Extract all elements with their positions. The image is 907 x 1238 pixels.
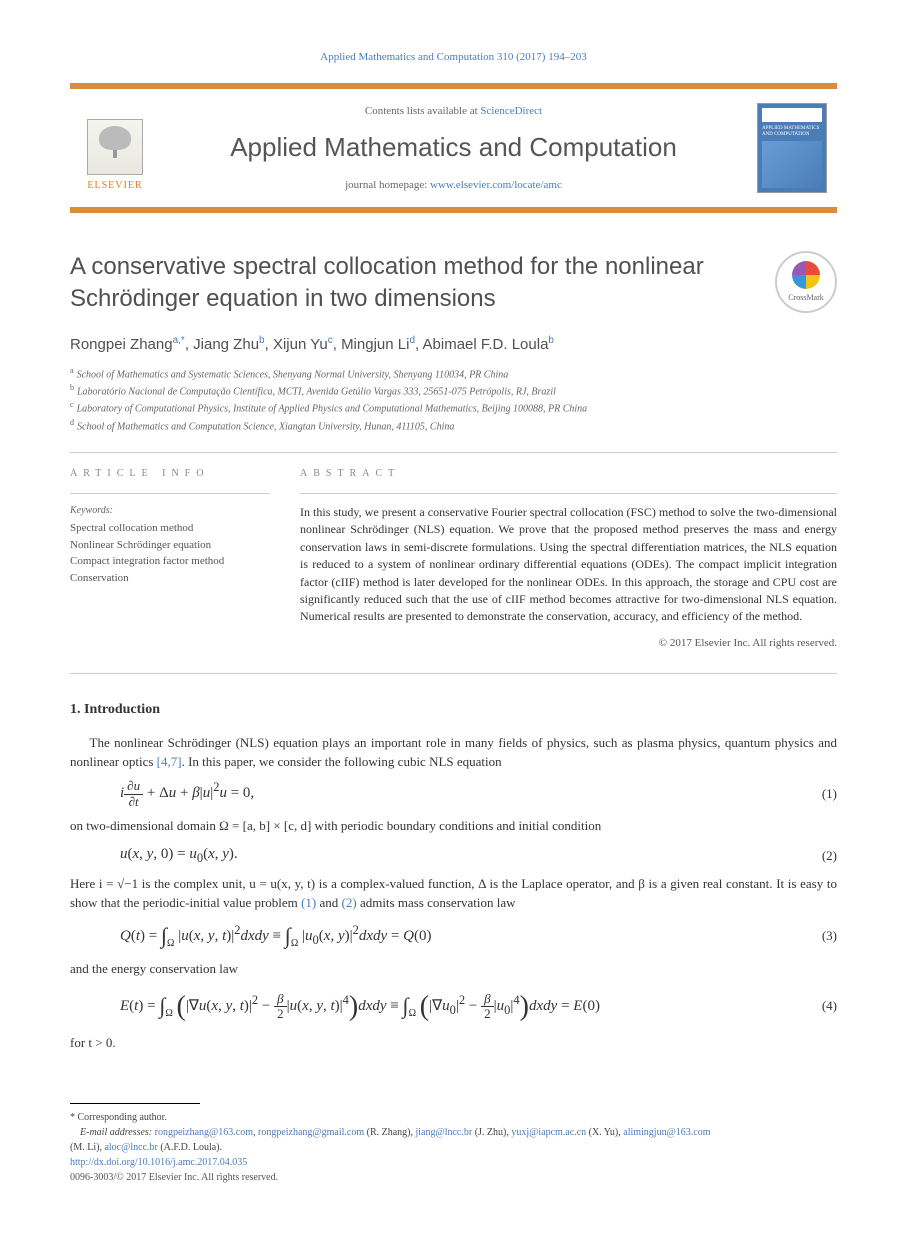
contents-prefix: Contents lists available at: [365, 105, 480, 117]
keywords-list: Spectral collocation methodNonlinear Sch…: [70, 520, 270, 586]
affiliation-line: bLaboratório Nacional de Computação Cien…: [70, 382, 837, 399]
keyword-item: Nonlinear Schrödinger equation: [70, 537, 270, 554]
affiliation-line: aSchool of Mathematics and Systematic Sc…: [70, 365, 837, 382]
email-line-2: (M. Li), aloc@lncc.br (A.F.D. Loula).: [70, 1140, 837, 1155]
para-2: on two-dimensional domain Ω = [a, b] × […: [70, 817, 837, 836]
homepage-line: journal homepage: www.elsevier.com/locat…: [162, 178, 745, 193]
equation-3: Q(t) = ∫Ω |u(x, y, t)|2dxdy ≡ ∫Ω |u0(x, …: [120, 921, 837, 952]
copyright-bottom: 0096-3003/© 2017 Elsevier Inc. All right…: [70, 1170, 837, 1185]
para3-post: admits mass conservation law: [357, 895, 516, 910]
header-block: ELSEVIER Contents lists available at Sci…: [70, 83, 837, 213]
emails-line2-post: (A.F.D. Loula).: [158, 1142, 222, 1153]
email-link[interactable]: alimingjun@163.com: [623, 1127, 710, 1138]
sciencedirect-link[interactable]: ScienceDirect: [480, 105, 542, 117]
doi-link[interactable]: http://dx.doi.org/10.1016/j.amc.2017.04.…: [70, 1157, 247, 1168]
homepage-prefix: journal homepage:: [345, 179, 430, 191]
divider-mid: [70, 673, 837, 674]
eq4-number: (4): [822, 997, 837, 1015]
crossmark-icon: [792, 261, 820, 289]
author-name: Mingjun Li: [341, 336, 409, 353]
email-link[interactable]: rongpeizhang@163.com: [155, 1127, 253, 1138]
keyword-item: Conservation: [70, 570, 270, 587]
cover-title: APPLIED MATHEMATICS AND COMPUTATION: [762, 126, 822, 137]
affiliations-block: aSchool of Mathematics and Systematic Sc…: [70, 365, 837, 434]
author-name: Rongpei Zhang: [70, 336, 173, 353]
para-1: The nonlinear Schrödinger (NLS) equation…: [70, 734, 837, 772]
email-link[interactable]: jiang@lncc.br: [416, 1127, 473, 1138]
para-4: and the energy conservation law: [70, 960, 837, 979]
abstract-text: In this study, we present a conservative…: [300, 504, 837, 626]
para-5: for t > 0.: [70, 1034, 837, 1053]
introduction-section: 1. Introduction The nonlinear Schrödinge…: [70, 700, 837, 1053]
crossmark-badge[interactable]: CrossMark: [775, 251, 837, 313]
elsevier-logo: ELSEVIER: [80, 103, 150, 193]
ref-4-7[interactable]: [4,7]: [157, 754, 182, 769]
email-loula[interactable]: aloc@lncc.br: [104, 1142, 157, 1153]
journal-cover-thumbnail: APPLIED MATHEMATICS AND COMPUTATION: [757, 103, 827, 193]
email-link[interactable]: rongpeizhang@gmail.com: [258, 1127, 364, 1138]
info-divider: [70, 493, 270, 494]
article-title: A conservative spectral collocation meth…: [70, 251, 757, 313]
para1-post: . In this paper, we consider the followi…: [182, 754, 502, 769]
email-link[interactable]: yuxj@iapcm.ac.cn: [511, 1127, 586, 1138]
author-aff-sup: d: [409, 335, 415, 346]
homepage-link[interactable]: www.elsevier.com/locate/amc: [430, 179, 562, 191]
author-name: Jiang Zhu: [193, 336, 259, 353]
eq3-number: (3): [822, 927, 837, 945]
author-aff-sup: c: [328, 335, 333, 346]
para3-mid: and: [316, 895, 341, 910]
journal-name: Applied Mathematics and Computation: [162, 129, 745, 165]
citation-line: Applied Mathematics and Computation 310 …: [70, 50, 837, 65]
abstract-label: ABSTRACT: [300, 467, 837, 481]
author-aff-sup: b: [548, 335, 554, 346]
divider-top: [70, 452, 837, 453]
copyright-line: © 2017 Elsevier Inc. All rights reserved…: [300, 636, 837, 651]
affiliation-line: dSchool of Mathematics and Computation S…: [70, 417, 837, 434]
elsevier-label: ELSEVIER: [87, 179, 142, 193]
ref-eq-1[interactable]: (1): [301, 895, 316, 910]
keyword-item: Compact integration factor method: [70, 553, 270, 570]
equation-1: i∂u∂t + Δu + β|u|2u = 0, (1): [120, 779, 837, 809]
ref-eq-2[interactable]: (2): [342, 895, 357, 910]
emails-line2-pre: (M. Li),: [70, 1142, 104, 1153]
author-name: Xijun Yu: [273, 336, 328, 353]
contents-line: Contents lists available at ScienceDirec…: [162, 104, 745, 119]
section-heading-1: 1. Introduction: [70, 700, 837, 720]
article-info-label: ARTICLE INFO: [70, 467, 270, 481]
affiliation-line: cLaboratory of Computational Physics, In…: [70, 399, 837, 416]
corresponding-author-note: * Corresponding author.: [70, 1110, 837, 1125]
crossmark-label: CrossMark: [788, 292, 824, 303]
eq1-number: (1): [822, 785, 837, 803]
author-aff-sup: b: [259, 335, 265, 346]
author-name: Abimael F.D. Loula: [423, 336, 549, 353]
footnotes-block: * Corresponding author. E-mail addresses…: [70, 1110, 837, 1185]
para-3: Here i = √−1 is the complex unit, u = u(…: [70, 875, 837, 913]
equation-2: u(x, y, 0) = u0(x, y). (2): [120, 844, 837, 868]
equation-4: E(t) = ∫Ω (|∇u(x, y, t)|2 − β2|u(x, y, t…: [120, 987, 837, 1026]
authors-line: Rongpei Zhanga,*, Jiang Zhub, Xijun Yuc,…: [70, 334, 837, 355]
author-aff-sup: a,*: [173, 335, 185, 346]
abstract-divider: [300, 493, 837, 494]
email-line: E-mail addresses: rongpeizhang@163.com, …: [70, 1125, 837, 1140]
eq2-number: (2): [822, 847, 837, 865]
footnotes-divider: [70, 1103, 200, 1104]
keywords-label: Keywords:: [70, 504, 270, 518]
keyword-item: Spectral collocation method: [70, 520, 270, 537]
elsevier-tree-icon: [87, 119, 143, 175]
emails-label: E-mail addresses:: [80, 1127, 155, 1138]
